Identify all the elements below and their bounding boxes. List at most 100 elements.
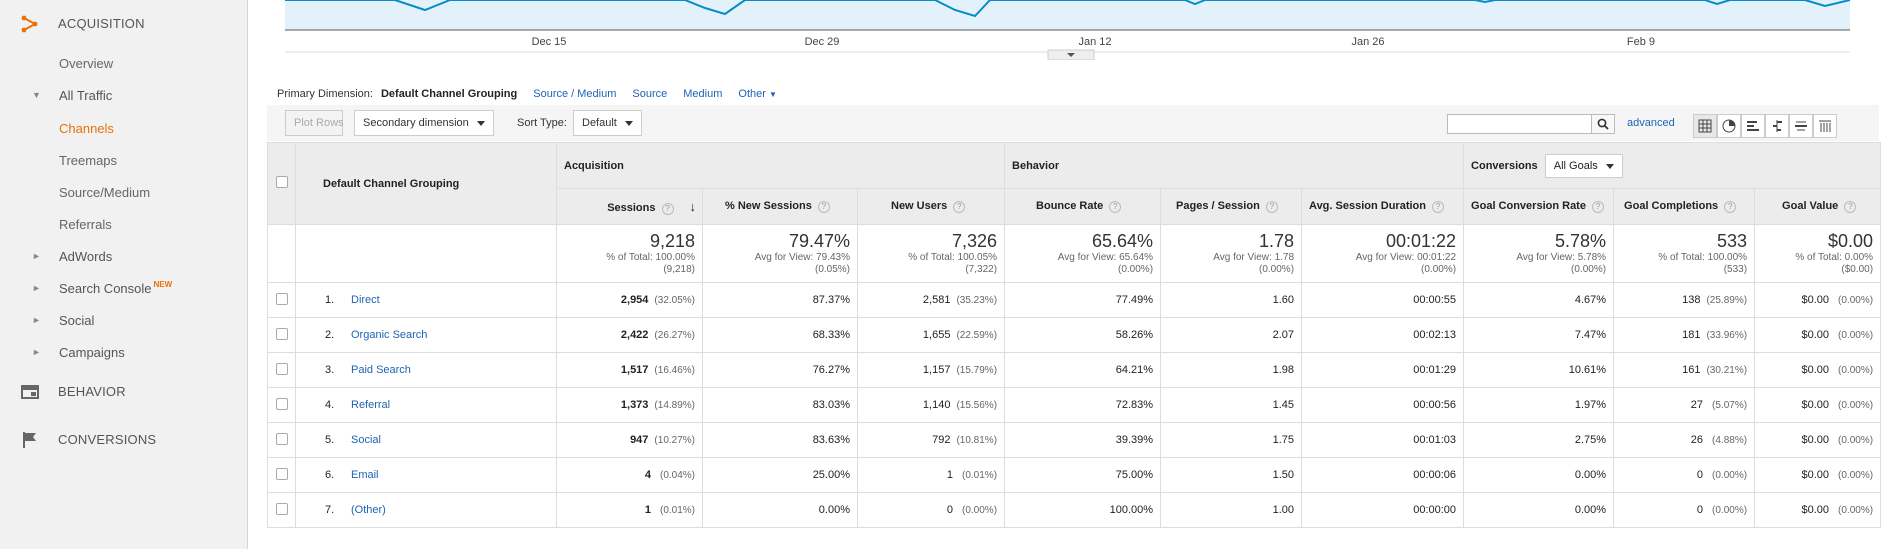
column-header-new-sessions[interactable]: % New Sessions? xyxy=(702,188,858,225)
column-header-bounce-rate[interactable]: Bounce Rate? xyxy=(1004,188,1162,225)
nav-section-label: BEHAVIOR xyxy=(58,384,126,399)
row-checkbox[interactable] xyxy=(275,432,288,445)
column-header-goal-completions[interactable]: Goal Completions? xyxy=(1613,188,1756,225)
row-pages-session: 2.07 xyxy=(1160,317,1303,353)
term-cloud-view-button[interactable] xyxy=(1789,114,1813,138)
row-checkbox[interactable] xyxy=(275,292,288,305)
row-goal-conversion-rate: 10.61% xyxy=(1463,352,1615,388)
row-checkbox[interactable] xyxy=(275,397,288,410)
dimension-link-medium[interactable]: Medium xyxy=(683,88,723,100)
table-column-header-row: Sessions? ↓ % New Sessions? New Users? Bo… xyxy=(268,188,1882,225)
total-sub: Avg for View: 79.43% xyxy=(754,252,850,263)
row-sessions-pct: (10.27%) xyxy=(654,435,695,446)
row-bounce-rate: 58.26% xyxy=(1004,317,1162,353)
row-dimension-link[interactable]: Email xyxy=(351,469,379,481)
timeline-svg: Dec 15 Dec 29 Jan 12 Jan 26 Feb 9 xyxy=(285,0,1851,61)
goal-select[interactable]: All Goals xyxy=(1544,153,1623,178)
sort-type-select[interactable]: Default xyxy=(573,110,642,136)
comparison-view-button[interactable] xyxy=(1765,114,1789,138)
row-checkbox[interactable] xyxy=(275,467,288,480)
advanced-filter-link[interactable]: advanced xyxy=(1627,117,1675,129)
sidebar-item-all-traffic[interactable]: ▼ All Traffic xyxy=(0,84,248,110)
table-group-header-row: Default Channel Grouping Acquisition Beh… xyxy=(267,142,1882,225)
dimension-link-source-medium[interactable]: Source / Medium xyxy=(533,88,617,100)
help-icon[interactable]: ? xyxy=(1591,201,1604,213)
row-new-users-pct: (22.59%) xyxy=(956,330,998,341)
nav-section-behavior[interactable]: BEHAVIOR xyxy=(0,376,248,408)
row-dimension-cell: 6. Email xyxy=(295,457,557,493)
sidebar-item-campaigns[interactable]: ► Campaigns xyxy=(0,341,248,367)
total-sub: (533) xyxy=(1723,264,1748,275)
row-bounce-rate: 75.00% xyxy=(1004,457,1162,493)
column-header-pages-session[interactable]: Pages / Session? xyxy=(1160,188,1303,225)
row-dimension-link[interactable]: Paid Search xyxy=(351,364,411,376)
row-dimension-cell: 1. Direct xyxy=(295,282,557,318)
sidebar-item-overview[interactable]: Overview xyxy=(0,52,248,78)
search-button[interactable] xyxy=(1591,114,1615,134)
nav-section-conversions[interactable]: CONVERSIONS xyxy=(0,424,248,456)
row-sessions: 947 (10.27%) xyxy=(556,422,703,458)
row-goal-completions: 161 (30.21%) xyxy=(1613,352,1756,388)
dimension-other-dropdown[interactable]: Other ▼ xyxy=(738,88,777,100)
row-bounce-rate: 100.00% xyxy=(1004,492,1162,528)
help-icon[interactable]: ? xyxy=(1431,201,1444,213)
help-icon[interactable]: ? xyxy=(1265,201,1278,213)
dimension-link-source[interactable]: Source xyxy=(632,88,668,100)
help-icon[interactable]: ? xyxy=(817,201,830,213)
column-header-goal-value[interactable]: Goal Value? xyxy=(1754,188,1882,225)
bar-view-button[interactable] xyxy=(1741,114,1765,138)
sidebar-item-source-medium[interactable]: Source/Medium xyxy=(0,181,248,207)
secondary-dimension-select[interactable]: Secondary dimension xyxy=(354,110,494,136)
table-row: 7. (Other) 1 (0.01%) 0.00% 0 (0.00%) 100.00% 1.0… xyxy=(267,492,1882,528)
table-view-button[interactable] xyxy=(1693,114,1717,138)
sidebar-item-search-console[interactable]: ► Search Console NEW xyxy=(0,277,248,303)
row-dimension-link[interactable]: Organic Search xyxy=(351,329,428,341)
help-icon[interactable]: ? xyxy=(1724,201,1737,213)
help-icon[interactable]: ? xyxy=(953,201,966,213)
sort-descending-icon: ↓ xyxy=(689,198,697,214)
column-header-new-users[interactable]: New Users? xyxy=(856,188,1006,225)
row-goal-value: $0.00 (0.00%) xyxy=(1754,422,1882,458)
help-icon[interactable]: ? xyxy=(661,202,674,215)
row-new-users-pct: (10.81%) xyxy=(956,435,998,446)
help-icon[interactable]: ? xyxy=(1844,201,1857,213)
plot-rows-button[interactable]: Plot Rows xyxy=(285,110,344,136)
select-all-checkbox[interactable] xyxy=(275,176,288,188)
pie-view-button[interactable] xyxy=(1717,114,1741,138)
sidebar-item-treemaps[interactable]: Treemaps xyxy=(0,149,248,175)
nav-section-acquisition[interactable]: ACQUISITION xyxy=(0,8,248,40)
row-checkbox[interactable] xyxy=(275,362,288,375)
sidebar-item-adwords[interactable]: ► AdWords xyxy=(0,245,248,271)
row-goal-conversion-rate: 0.00% xyxy=(1463,492,1615,528)
table-search-input[interactable] xyxy=(1447,114,1593,134)
total-value: 00:01:22 xyxy=(1385,231,1457,251)
row-dimension-link[interactable]: (Other) xyxy=(351,504,386,516)
sidebar-item-referrals[interactable]: Referrals xyxy=(0,213,248,239)
column-header-label: Bounce Rate xyxy=(1036,200,1104,212)
sidebar-item-channels[interactable]: Channels xyxy=(0,117,248,143)
column-header-goal-conversion-rate[interactable]: Goal Conversion Rate? xyxy=(1463,188,1615,225)
dimension-column-header[interactable]: Default Channel Grouping xyxy=(295,142,557,225)
row-checkbox[interactable] xyxy=(275,327,288,340)
row-checkbox[interactable] xyxy=(275,502,288,515)
sort-type-label: Sort Type: xyxy=(517,117,567,129)
total-bounce-rate: 65.64% Avg for View: 65.64% (0.00%) xyxy=(1004,224,1162,283)
row-goal-conversion-rate: 4.67% xyxy=(1463,282,1615,318)
row-checkbox-cell xyxy=(267,457,296,493)
sidebar-item-social[interactable]: ► Social xyxy=(0,309,248,335)
sidebar-item-text: Search Console xyxy=(59,281,152,296)
column-header-label: Avg. Session Duration xyxy=(1309,200,1426,212)
column-header-avg-duration[interactable]: Avg. Session Duration? xyxy=(1301,188,1465,225)
row-dimension-cell: 4. Referral xyxy=(295,387,557,423)
total-sub: % of Total: 100.00% xyxy=(606,252,695,263)
sidebar-item-label: Social xyxy=(59,313,95,328)
row-dimension-link[interactable]: Social xyxy=(351,434,381,446)
row-sessions-value: 947 xyxy=(630,434,649,446)
help-icon[interactable]: ? xyxy=(1109,201,1122,213)
row-dimension-link[interactable]: Referral xyxy=(351,399,391,411)
row-goal-conversion-rate: 2.75% xyxy=(1463,422,1615,458)
column-header-sessions[interactable]: Sessions? ↓ xyxy=(556,188,703,225)
pivot-view-button[interactable] xyxy=(1813,114,1837,138)
row-dimension-link[interactable]: Direct xyxy=(351,294,380,306)
row-goal-value-value: $0.00 xyxy=(1801,329,1830,341)
